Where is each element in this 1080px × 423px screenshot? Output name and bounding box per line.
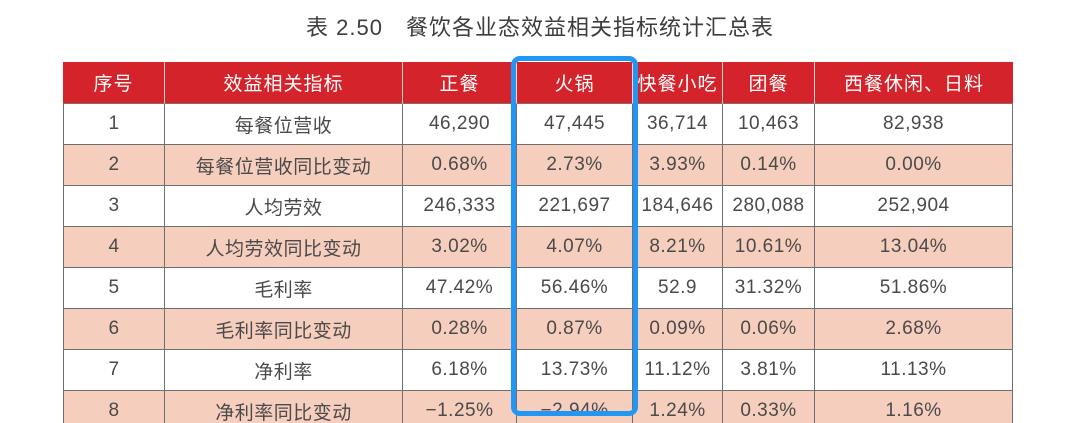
table-cell: 0.33% [723,391,815,423]
table-cell: 11.12% [633,350,723,391]
table-cell: 5 [63,268,165,309]
table-row: 2 每餐位营收同比变动 0.68% 2.73% 3.93% 0.14% 0.00… [63,145,1013,186]
table-cell: 82,938 [815,104,1013,145]
table-cell: 246,333 [403,186,517,227]
table-cell: 4 [63,227,165,268]
table-cell: 47.42% [403,268,517,309]
statistics-table: 序号 效益相关指标 正餐 火锅 快餐小吃 团餐 西餐休闲、日料 1 每餐位营收 … [63,62,1013,423]
table-cell: 0.09% [633,309,723,350]
table-cell: 人均劳效 [165,186,403,227]
table-cell: 0.28% [403,309,517,350]
table-cell: 46,290 [403,104,517,145]
table-cell: 每餐位营收 [165,104,403,145]
table-cell: 184,646 [633,186,723,227]
table-cell: −1.25% [403,391,517,423]
table-cell: 280,088 [723,186,815,227]
table-row: 1 每餐位营收 46,290 47,445 36,714 10,463 82,9… [63,104,1013,145]
table-cell: 0.14% [723,145,815,186]
table-cell: 净利率 [165,350,403,391]
table-cell: 每餐位营收同比变动 [165,145,403,186]
table-cell: 8.21% [633,227,723,268]
table-cell: 1 [63,104,165,145]
table-cell: 13.04% [815,227,1013,268]
col-header-indicator: 效益相关指标 [165,62,403,104]
table-cell: 0.00% [815,145,1013,186]
table-cell: 毛利率 [165,268,403,309]
table-cell: 1.24% [633,391,723,423]
table-cell: 7 [63,350,165,391]
col-header-western-leisure-japanese: 西餐休闲、日料 [815,62,1013,104]
table-cell: 净利率同比变动 [165,391,403,423]
table-cell: −2.94% [517,391,633,423]
table-row: 4 人均劳效同比变动 3.02% 4.07% 8.21% 10.61% 13.0… [63,227,1013,268]
table-cell: 人均劳效同比变动 [165,227,403,268]
header-row: 序号 效益相关指标 正餐 火锅 快餐小吃 团餐 西餐休闲、日料 [63,62,1013,104]
table-row: 5 毛利率 47.42% 56.46% 52.9 31.32% 51.86% [63,268,1013,309]
table-cell: 252,904 [815,186,1013,227]
col-header-dinner: 正餐 [403,62,517,104]
table-cell: 8 [63,391,165,423]
table-cell: 2.68% [815,309,1013,350]
table-row: 7 净利率 6.18% 13.73% 11.12% 3.81% 11.13% [63,350,1013,391]
table-cell: 3.81% [723,350,815,391]
table-cell: 6 [63,309,165,350]
table-cell: 51.86% [815,268,1013,309]
table-cell: 13.73% [517,350,633,391]
table-cell: 1.16% [815,391,1013,423]
table-cell: 6.18% [403,350,517,391]
table-cell: 56.46% [517,268,633,309]
col-header-fastfood-snack: 快餐小吃 [633,62,723,104]
table-cell: 10.61% [723,227,815,268]
table-row: 6 毛利率同比变动 0.28% 0.87% 0.09% 0.06% 2.68% [63,309,1013,350]
table-cell: 2.73% [517,145,633,186]
table-cell: 36,714 [633,104,723,145]
table-cell: 0.87% [517,309,633,350]
table-cell: 毛利率同比变动 [165,309,403,350]
table-cell: 0.68% [403,145,517,186]
table-cell: 4.07% [517,227,633,268]
col-header-hotpot: 火锅 [517,62,633,104]
table-cell: 47,445 [517,104,633,145]
table-cell: 3.02% [403,227,517,268]
table-cell: 31.32% [723,268,815,309]
table-cell: 2 [63,145,165,186]
table-title: 表 2.50 餐饮各业态效益相关指标统计汇总表 [306,15,774,40]
col-header-group-meal: 团餐 [723,62,815,104]
table-row: 3 人均劳效 246,333 221,697 184,646 280,088 2… [63,186,1013,227]
table-row: 8 净利率同比变动 −1.25% −2.94% 1.24% 0.33% 1.16… [63,391,1013,423]
table-cell: 0.06% [723,309,815,350]
table-cell: 10,463 [723,104,815,145]
table-cell: 11.13% [815,350,1013,391]
table-cell: 3.93% [633,145,723,186]
table-cell: 221,697 [517,186,633,227]
table-cell: 3 [63,186,165,227]
table-cell: 52.9 [633,268,723,309]
col-header-index: 序号 [63,62,165,104]
